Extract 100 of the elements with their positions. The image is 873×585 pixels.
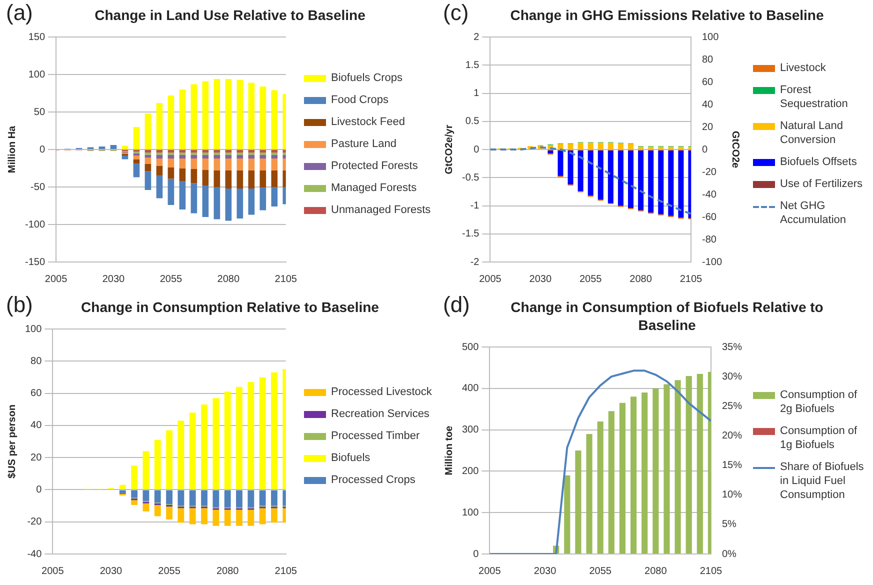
y-tick-label: 1 (474, 88, 480, 99)
y-tick-label: -1.5 (462, 228, 480, 240)
y2-tick-label: 0 (702, 144, 708, 156)
y-tick-label: -150 (25, 256, 46, 268)
y2-tick-label: 25% (722, 400, 742, 412)
y2-tick-label: -80 (702, 234, 717, 246)
legend-label: Livestock Feed (331, 115, 405, 129)
x-tick-label: 2030 (534, 566, 557, 577)
y-tick-label: -2 (470, 256, 480, 268)
x-tick-label: 2080 (630, 274, 652, 285)
x-tick-label: 2030 (102, 274, 126, 285)
y2-tick-label: -100 (702, 256, 722, 268)
legend-label: Livestock (780, 61, 826, 75)
legend-label: Biofuels (331, 451, 370, 465)
x-tick-label: 2105 (700, 566, 723, 577)
legend-label: Recreation Services (331, 407, 430, 421)
y-tick-label: -50 (30, 182, 46, 193)
y-tick-label: 100 (24, 324, 42, 335)
legend-label: Unmanaged Forests (331, 203, 431, 217)
y2-tick-label: 20 (702, 122, 714, 133)
y-axis-title: $US per person (6, 404, 18, 478)
y-tick-label: 1.5 (465, 60, 480, 71)
y-tick-label: 20 (30, 452, 42, 464)
y2-tick-label: 60 (702, 76, 714, 88)
text: (a) (6, 0, 33, 26)
chart-title: Change in Consumption of Biofuels Relative to Baseline (510, 298, 824, 334)
y2-tick-label: 5% (722, 519, 737, 530)
chart-title: Change in GHG Emissions Relative to Baseline (509, 6, 825, 24)
y-tick-label: 2 (474, 32, 480, 43)
y-tick-label: 50 (34, 106, 46, 118)
legend-label: Natural Land Conversion (780, 119, 844, 147)
x-tick-label: 2080 (216, 566, 240, 577)
legend-label: Biofuels Crops (331, 71, 403, 85)
x-tick-label: 2055 (579, 274, 602, 285)
y-tick-label: -40 (27, 548, 42, 560)
legend-label: Consumption of 2g Biofuels (780, 388, 858, 416)
y2-tick-label: -60 (702, 212, 717, 223)
legend-label: Forest Sequestration (780, 83, 849, 111)
legend-label: Consumption of 1g Biofuels (780, 424, 858, 452)
y2-tick-label: 20% (722, 430, 742, 442)
y-tick-label: 0 (474, 144, 480, 156)
y2-tick-label: 0% (722, 548, 737, 560)
y-tick-label: 300 (462, 424, 480, 436)
chart-title: Change in Land Use Relative to Baseline (94, 6, 366, 24)
y2-tick-label: 30% (722, 371, 742, 382)
legend-label: Pasture Land (331, 137, 396, 151)
y2-tick-label: -40 (702, 189, 717, 200)
y2-tick-label: 80 (702, 54, 714, 66)
y-tick-label: -100 (25, 219, 46, 230)
y-tick-label: 100 (28, 69, 46, 80)
y-tick-label: 40 (30, 420, 42, 432)
y-tick-label: 0.5 (465, 116, 480, 128)
x-tick-label: 2030 (100, 566, 123, 577)
y-tick-label: -20 (27, 516, 42, 528)
legend-label: Processed Livestock (331, 385, 432, 399)
y-tick-label: 60 (30, 388, 42, 400)
x-tick-label: 2105 (274, 566, 298, 577)
legend-label: Biofuels Offsets (780, 155, 857, 169)
y-tick-label: 0 (36, 484, 42, 496)
y-tick-label: 200 (462, 466, 480, 477)
legend-label: Processed Crops (331, 473, 416, 487)
legend-label: Managed Forests (331, 181, 417, 195)
x-tick-label: 2005 (42, 566, 64, 577)
y-axis-title: GtCO2e/yr (444, 124, 455, 174)
y2-tick-label: 100 (702, 32, 720, 43)
legend-label: Use of Fertilizers (780, 177, 863, 191)
x-tick-label: 2055 (160, 274, 183, 285)
y2-tick-label: 10% (722, 490, 742, 501)
x-tick-label: 2055 (589, 566, 612, 577)
y-tick-label: -1 (470, 200, 480, 212)
y-tick-label: 500 (462, 342, 480, 353)
x-tick-label: 2005 (479, 274, 502, 285)
legend-label: Processed Timber (331, 429, 420, 443)
y-tick-label: 400 (462, 383, 480, 394)
y-axis-title: Million toe (444, 425, 455, 476)
chart-title: Change in Consumption Relative to Baseline (80, 298, 380, 316)
x-tick-label: 2080 (644, 566, 668, 577)
text: (d) (443, 292, 470, 318)
legend-label: Protected Forests (331, 159, 418, 173)
legend-label: Food Crops (331, 93, 388, 107)
x-tick-label: 2005 (478, 566, 502, 577)
y-tick-label: -0.5 (462, 172, 480, 184)
text: (b) (6, 292, 33, 318)
y-axis-title: Million Ha (6, 125, 18, 174)
y-tick-label: 0 (39, 144, 46, 156)
y-tick-label: 0 (473, 548, 480, 560)
text: (c) (443, 0, 469, 26)
x-tick-label: 2105 (274, 274, 298, 285)
y2-axis-title: GtCO2e (729, 130, 740, 169)
y-tick-label: 100 (462, 507, 480, 518)
y-tick-label: 150 (28, 32, 46, 43)
y2-tick-label: 35% (722, 342, 742, 353)
x-tick-label: 2055 (158, 566, 181, 577)
x-tick-label: 2105 (680, 274, 703, 285)
legend-label: Net GHG Accumulation (780, 199, 848, 227)
y2-tick-label: 15% (722, 460, 742, 472)
y2-tick-label: -20 (702, 166, 717, 178)
y-tick-label: 80 (30, 356, 42, 367)
x-tick-label: 2080 (217, 274, 240, 285)
x-tick-label: 2005 (44, 274, 68, 285)
